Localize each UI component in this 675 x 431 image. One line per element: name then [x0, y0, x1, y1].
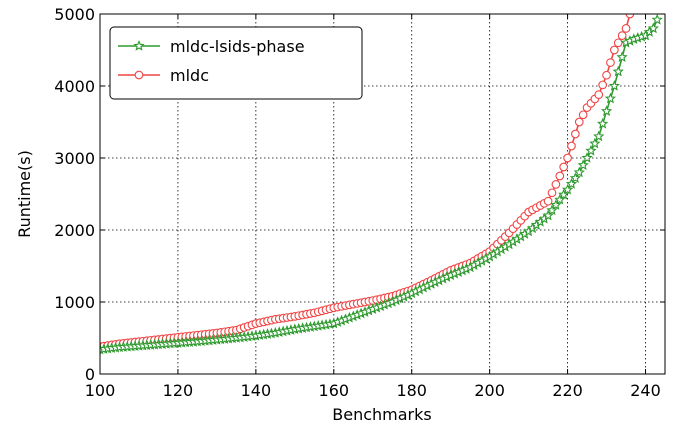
data-point: [554, 193, 566, 205]
data-point: [542, 209, 554, 221]
data-point: [589, 137, 601, 149]
data-point: [617, 31, 627, 40]
plot-frame: [99, 13, 666, 375]
data-point: [613, 38, 623, 48]
data-point: [555, 171, 565, 181]
x-axis-title: Benchmarks: [332, 405, 431, 424]
data-point: [567, 141, 576, 151]
data-point: [585, 144, 597, 156]
legend-box: [109, 26, 363, 100]
data-point: [621, 24, 631, 33]
legend-label: mldc-lsids-phase: [170, 37, 305, 56]
data-point: [574, 117, 584, 127]
y-tick-label: 0: [85, 365, 95, 384]
y-tick-label: 1000: [54, 293, 95, 312]
data-point: [546, 204, 558, 216]
data-point: [558, 188, 570, 200]
legend-label: mldc: [170, 66, 209, 85]
x-tick-label: 120: [163, 381, 194, 400]
data-point: [543, 196, 553, 206]
data-point: [578, 110, 588, 120]
legend-entry-mldc: mldc: [118, 66, 209, 85]
y-tick-label: 3000: [54, 149, 95, 168]
x-tick-label: 160: [319, 381, 350, 400]
legend-entry-mldc-lsids-phase: mldc-lsids-phase: [118, 37, 305, 56]
x-tick-label: 100: [85, 381, 116, 400]
y-tick-label: 5000: [54, 5, 95, 24]
data-point: [625, 14, 635, 19]
data-point: [600, 105, 613, 117]
x-tick-label: 180: [396, 381, 427, 400]
data-point: [606, 58, 615, 67]
series-layer: [100, 14, 663, 355]
data-point: [608, 80, 620, 91]
data-point: [547, 188, 557, 198]
data-point: [565, 177, 578, 189]
data-point: [551, 180, 561, 189]
y-tick-label: 4000: [54, 77, 95, 96]
data-point: [598, 80, 608, 90]
data-point: [651, 14, 663, 25]
data-point: [597, 117, 609, 129]
data-point: [577, 159, 589, 170]
data-point: [561, 183, 574, 195]
data-point: [563, 153, 572, 163]
axis-ticks: 100 120 140 160 180 200 220 240 0 1000 2000 3000 400…: [54, 5, 665, 400]
data-point: [593, 130, 605, 142]
y-tick-label: 2000: [54, 221, 95, 240]
data-point: [581, 152, 593, 163]
data-point: [594, 90, 604, 99]
data-point: [612, 65, 624, 77]
data-point: [604, 92, 617, 104]
series-mldc-lsids-phase: [100, 14, 663, 355]
data-point: [559, 162, 569, 172]
data-point: [571, 129, 580, 139]
data-point: [616, 51, 628, 63]
x-tick-label: 140: [241, 381, 272, 400]
y-axis-title: Runtime(s): [15, 150, 34, 238]
data-point: [647, 22, 659, 34]
x-tick-label: 220: [552, 381, 583, 400]
x-tick-label: 240: [630, 381, 661, 400]
data-point: [573, 166, 585, 178]
data-point: [550, 199, 562, 210]
legend-marker: [134, 70, 144, 80]
data-point: [569, 172, 582, 183]
legend-marker: [133, 40, 145, 51]
data-point: [602, 70, 611, 80]
legend: mldc-lsids-phase mldc: [109, 26, 363, 100]
data-point: [609, 45, 619, 55]
x-tick-label: 200: [474, 381, 505, 400]
